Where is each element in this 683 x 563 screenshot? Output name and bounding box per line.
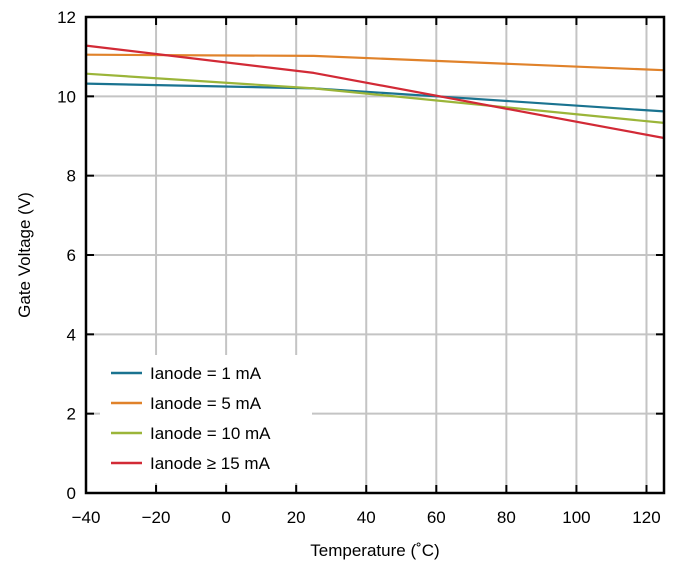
legend: Ianode = 1 mA Ianode = 5 mA Ianode = 10 mA… (100, 355, 312, 483)
legend-label: Ianode = 5 mA (150, 394, 262, 413)
y-tick-label: 10 (57, 87, 76, 106)
y-axis-label: Gate Voltage (V) (15, 192, 34, 318)
x-axis-label: Temperature (˚C) (310, 541, 439, 560)
axis-ticks: −40 −20 0 20 40 60 80 100 120 0 2 4 6 8 10 12 (57, 8, 664, 527)
series-line-4 (84, 44, 666, 140)
series-line-1 (84, 82, 666, 113)
x-tick-label: −40 (72, 508, 101, 527)
x-tick-label: 100 (562, 508, 590, 527)
x-tick-label: 40 (357, 508, 376, 527)
legend-label: Ianode = 1 mA (150, 364, 262, 383)
y-tick-label: 6 (67, 246, 76, 265)
series-line-3 (84, 72, 666, 125)
legend-label: Ianode ≥ 15 mA (150, 454, 271, 473)
x-tick-label: 0 (221, 508, 230, 527)
y-tick-label: 12 (57, 8, 76, 27)
y-tick-label: 8 (67, 167, 76, 186)
y-tick-label: 2 (67, 405, 76, 424)
series-lines (84, 44, 666, 140)
x-tick-label: 20 (287, 508, 306, 527)
x-tick-label: −20 (142, 508, 171, 527)
x-tick-label: 60 (427, 508, 446, 527)
legend-label: Ianode = 10 mA (150, 424, 271, 443)
x-tick-label: 80 (497, 508, 516, 527)
legend-background (100, 355, 312, 483)
x-tick-label: 120 (632, 508, 660, 527)
y-tick-label: 0 (67, 484, 76, 503)
y-tick-label: 4 (67, 325, 76, 344)
grid (86, 17, 664, 493)
